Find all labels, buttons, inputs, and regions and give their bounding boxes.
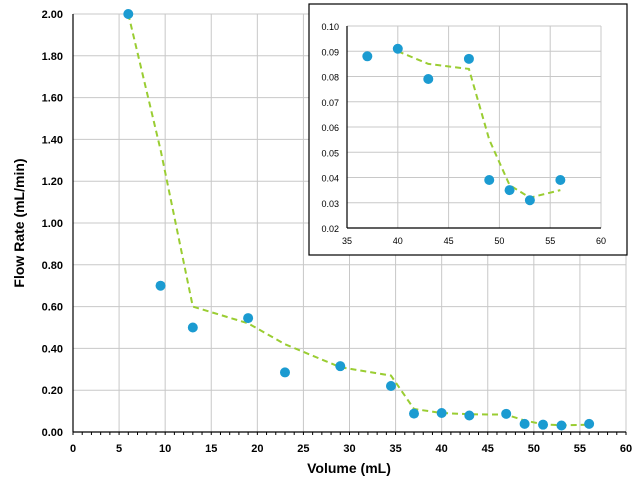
data-point [555,175,566,186]
x-tick-label: 20 [251,443,263,455]
data-point [392,43,403,54]
x-tick-label: 40 [436,443,448,455]
data-point [463,53,474,64]
x-tick-label: 50 [494,236,504,246]
x-tick-label: 60 [620,443,632,455]
data-point [538,419,549,430]
data-point [484,175,495,186]
data-point [279,367,290,378]
data-point [123,9,134,19]
inset-frame [308,3,628,256]
y-tick-label: 0.02 [321,224,339,234]
x-tick-label: 50 [528,443,540,455]
inset-chart: 35 40 45 50 55 60 0.02 0.03 0.04 0.05 0.06 0.07 0.08… [308,3,628,256]
x-tick-label: 60 [596,236,606,246]
x-tick-label: 25 [297,443,309,455]
y-tick-label: 0.03 [321,199,339,209]
y-tick-label: 0.04 [321,174,339,184]
x-tick-label: 35 [389,443,401,455]
y-tick-label: 0.80 [42,260,63,272]
data-point [464,410,475,421]
y-tick-label: 0.06 [321,123,339,133]
y-tick-label: 0.05 [321,148,339,158]
y-tick-label: 1.20 [42,176,63,188]
data-point [423,74,434,85]
y-tick-label: 0.08 [321,73,339,83]
x-tick-label: 15 [205,443,217,455]
main-plot-area [123,9,595,431]
data-point [362,51,373,62]
y-tick-label: 0.20 [42,385,63,397]
data-point [436,407,447,418]
y-tick-label: 1.00 [42,218,63,230]
y-tick-label: 0.60 [42,302,63,314]
data-point [155,280,166,291]
x-tick-label: 45 [444,236,454,246]
main-tick-labels: 0 5 10 15 20 25 30 35 40 45 50 55 60 0.00 0.20 0.40 0.60… [42,9,633,455]
data-point [243,313,254,324]
x-tick-label: 45 [482,443,494,455]
data-point [584,418,595,429]
data-point [187,322,198,333]
data-point [501,408,512,419]
data-point [335,361,346,372]
x-tick-label: 0 [70,443,76,455]
x-tick-label: 35 [342,236,352,246]
y-tick-label: 0.00 [42,427,63,439]
x-tick-label: 10 [159,443,171,455]
data-point [524,195,535,206]
data-point [385,381,396,392]
data-point [504,185,515,196]
inset-tick-labels: 35 40 45 50 55 60 0.02 0.03 0.04 0.05 0.06 0.07 0.08… [321,22,606,246]
y-tick-label: 0.40 [42,343,63,355]
y-tick-label: 0.10 [321,22,339,32]
y-tick-label: 1.60 [42,93,63,105]
x-axis-title: Volume (mL) [307,460,391,476]
data-point [409,408,420,419]
x-tick-label: 55 [574,443,586,455]
inset-plot-area [362,43,566,206]
y-tick-label: 0.09 [321,47,339,57]
y-tick-label: 1.80 [42,51,63,63]
x-tick-label: 30 [343,443,355,455]
y-tick-label: 0.07 [321,98,339,108]
x-tick-label: 55 [545,236,555,246]
data-point [519,418,530,429]
x-tick-label: 40 [393,236,403,246]
y-axis-title: Flow Rate (mL/min) [11,158,27,287]
y-tick-label: 2.00 [42,9,63,21]
data-point [556,420,567,431]
y-tick-label: 1.40 [42,134,63,146]
x-tick-label: 5 [116,443,122,455]
